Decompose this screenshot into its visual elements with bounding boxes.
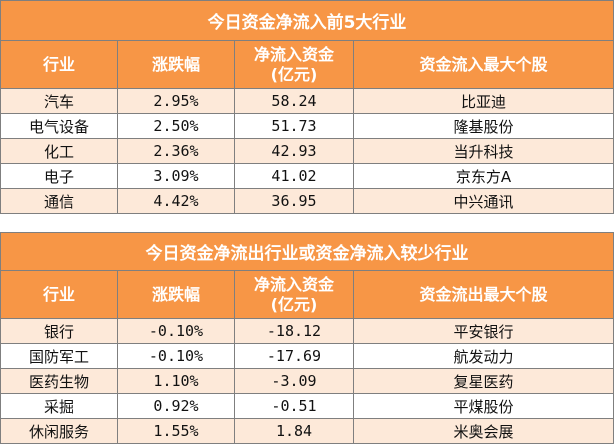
stock-cell: 米奥会展 — [353, 418, 614, 444]
net-cell: 1.84 — [234, 418, 354, 444]
table-row: 通信 4.42% 36.95 中兴通讯 — [0, 188, 615, 214]
inflow-header-net-line1: 净流入资金 — [253, 44, 334, 64]
inflow-header-net-line2: (亿元) — [270, 64, 318, 84]
stock-cell: 平安银行 — [353, 318, 614, 344]
change-cell: 2.36% — [117, 138, 235, 164]
net-cell: 36.95 — [234, 188, 354, 214]
inflow-table-title: 今日资金净流入前5大行业 — [0, 0, 615, 41]
stock-cell: 京东方A — [352, 163, 615, 189]
outflow-header-industry: 行业 — [0, 270, 118, 319]
inflow-table: 今日资金净流入前5大行业 行业 涨跌幅 净流入资金 (亿元) 资金流入最大个股 汽… — [0, 0, 615, 214]
industry-cell: 银行 — [0, 318, 118, 344]
change-cell: -0.10% — [117, 343, 235, 369]
industry-cell: 通信 — [0, 188, 118, 214]
table-row: 休闲服务 1.55% 1.84 米奥会展 — [0, 418, 614, 444]
change-cell: 0.92% — [117, 393, 235, 419]
net-cell: 41.02 — [234, 163, 354, 189]
inflow-header-change: 涨跌幅 — [117, 40, 235, 89]
industry-cell: 电子 — [0, 163, 118, 189]
industry-cell: 休闲服务 — [0, 418, 118, 444]
stock-cell: 隆基股份 — [352, 113, 615, 139]
stock-cell: 比亚迪 — [352, 88, 615, 114]
net-cell: -0.51 — [234, 393, 354, 419]
table-row: 国防军工 -0.10% -17.69 航发动力 — [0, 343, 614, 369]
industry-cell: 医药生物 — [0, 368, 118, 394]
table-row: 电气设备 2.50% 51.73 隆基股份 — [0, 113, 615, 139]
outflow-header-net-line1: 净流入资金 — [253, 274, 334, 294]
table-row: 采掘 0.92% -0.51 平煤股份 — [0, 393, 614, 419]
net-cell: 51.73 — [234, 113, 354, 139]
net-cell: 42.93 — [234, 138, 354, 164]
outflow-table: 今日资金净流出行业或资金净流入较少行业 行业 涨跌幅 净流入资金 (亿元) 资金流… — [0, 232, 614, 444]
change-cell: -0.10% — [117, 318, 235, 344]
inflow-header-stock: 资金流入最大个股 — [352, 40, 615, 89]
industry-cell: 电气设备 — [0, 113, 118, 139]
net-cell: 58.24 — [234, 88, 354, 114]
outflow-header-net-line2: (亿元) — [270, 294, 318, 314]
outflow-table-title: 今日资金净流出行业或资金净流入较少行业 — [0, 232, 614, 271]
change-cell: 1.10% — [117, 368, 235, 394]
table-spacer — [0, 214, 615, 232]
inflow-header-industry: 行业 — [0, 40, 118, 89]
stock-cell: 中兴通讯 — [352, 188, 615, 214]
change-cell: 2.50% — [117, 113, 235, 139]
table-row: 银行 -0.10% -18.12 平安银行 — [0, 318, 614, 344]
change-cell: 3.09% — [117, 163, 235, 189]
table-row: 化工 2.36% 42.93 当升科技 — [0, 138, 615, 164]
industry-cell: 化工 — [0, 138, 118, 164]
industry-cell: 采掘 — [0, 393, 118, 419]
inflow-header-net: 净流入资金 (亿元) — [234, 40, 354, 89]
net-cell: -17.69 — [234, 343, 354, 369]
change-cell: 2.95% — [117, 88, 235, 114]
industry-cell: 汽车 — [0, 88, 118, 114]
outflow-header-stock: 资金流出最大个股 — [353, 270, 614, 319]
stock-cell: 平煤股份 — [353, 393, 614, 419]
table-row: 电子 3.09% 41.02 京东方A — [0, 163, 615, 189]
stock-cell: 航发动力 — [353, 343, 614, 369]
industry-cell: 国防军工 — [0, 343, 118, 369]
outflow-header-net: 净流入资金 (亿元) — [234, 270, 354, 319]
change-cell: 4.42% — [117, 188, 235, 214]
change-cell: 1.55% — [117, 418, 235, 444]
table-row: 汽车 2.95% 58.24 比亚迪 — [0, 88, 615, 114]
outflow-header-change: 涨跌幅 — [117, 270, 235, 319]
net-cell: -18.12 — [234, 318, 354, 344]
stock-cell: 当升科技 — [352, 138, 615, 164]
net-cell: -3.09 — [234, 368, 354, 394]
stock-cell: 复星医药 — [353, 368, 614, 394]
table-row: 医药生物 1.10% -3.09 复星医药 — [0, 368, 614, 394]
